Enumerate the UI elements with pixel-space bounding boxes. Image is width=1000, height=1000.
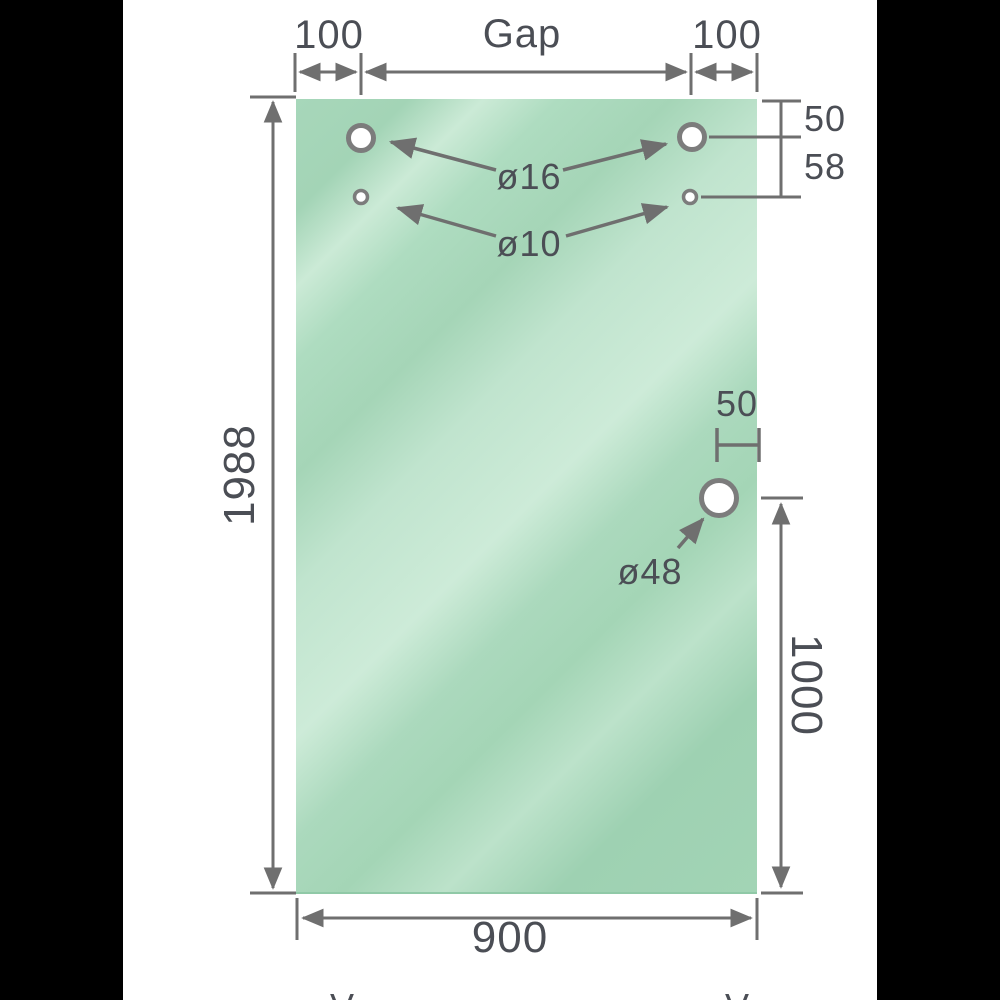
leader-o48 [676,517,705,550]
panel-width-dimension [295,898,759,940]
label-spacing-58: 58 [803,146,847,187]
hole-o48-handle [699,478,739,518]
panel-height-dimension [250,95,296,895]
hole-o10-left [352,188,370,206]
label-height-1988: 1988 [215,424,264,526]
glass-panel [296,99,757,894]
label-width-900: 900 [471,913,549,962]
hole-o16-right [677,122,707,152]
leader-o16-left [388,137,497,172]
hole-o16-left [346,123,376,153]
right-letterbox-bar [877,0,1000,1000]
leader-o10-right [565,203,670,238]
glass-holes [346,122,739,518]
left-letterbox-bar [0,0,123,1000]
cropped-text-mark-right: V [725,986,749,1000]
hole-o10-right [681,188,699,206]
leader-arrows [388,137,705,550]
cropped-text-mark-left: V [330,986,354,1000]
label-gap: Gap [482,12,562,56]
label-o48: ø48 [617,551,683,592]
edge-distance-dimension [701,99,801,199]
label-top-right-100: 100 [692,13,762,57]
leader-o10-left [395,204,497,238]
top-width-dimension [293,53,759,95]
label-handle-height-1000: 1000 [782,634,831,736]
label-handle-offset-50: 50 [715,383,759,424]
leader-o16-right [562,139,669,172]
handle-height-dimension [761,496,803,895]
label-top-left-100: 100 [294,13,364,57]
label-o10: ø10 [496,223,562,264]
label-o16: ø16 [496,156,562,197]
handle-offset-dimension [715,428,761,462]
label-edge-50: 50 [803,98,847,139]
